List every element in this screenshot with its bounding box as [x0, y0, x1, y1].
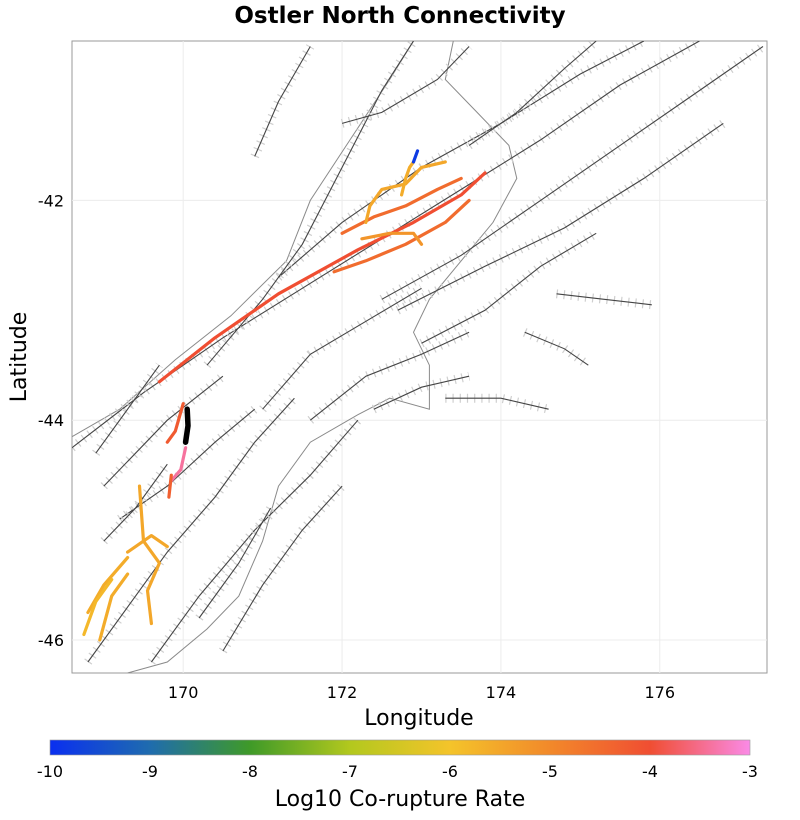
background-fault	[524, 331, 589, 366]
colorbar-tick-label: -4	[642, 762, 658, 781]
corupture-fault	[137, 484, 161, 626]
background-fault	[381, 46, 764, 300]
colorbar-label: Log10 Co-rupture Rate	[275, 787, 526, 812]
background-fault	[445, 397, 549, 410]
background-fault	[103, 375, 224, 487]
colorbar-ticks: -10 -9 -8 -7 -6 -5 -4 -3	[37, 762, 758, 781]
corupture-fault	[364, 160, 447, 224]
background-fault	[309, 331, 470, 421]
background-fault	[150, 419, 359, 663]
plot-area	[71, 40, 768, 674]
y-axis-label: Latitude	[7, 312, 32, 403]
source-fault	[182, 406, 191, 445]
y-tick-label: -44	[38, 411, 64, 430]
x-tick-label: 172	[327, 683, 358, 702]
colorbar-tick-label: -7	[342, 762, 358, 781]
corupture-fault	[82, 578, 114, 637]
background-fault	[262, 287, 422, 410]
y-tick-label: -42	[38, 191, 64, 210]
colorbar-tick-label: -6	[442, 762, 458, 781]
x-axis-label: Longitude	[364, 706, 473, 731]
colorbar-tick-label: -5	[542, 762, 558, 781]
corupture-fault	[126, 534, 169, 554]
background-fault	[556, 293, 652, 306]
background-fault	[373, 375, 470, 410]
corupture-fault	[340, 176, 463, 235]
colorbar-tick-label: -8	[242, 762, 258, 781]
background-fault	[341, 46, 470, 124]
y-tick-label: -46	[38, 631, 64, 650]
corupture-fault	[400, 160, 416, 197]
corupture-fault	[86, 556, 130, 615]
background-fault	[421, 232, 597, 344]
colorbar-tick-label: -9	[142, 762, 158, 781]
corupture-fault	[157, 171, 487, 384]
background-fault	[87, 397, 295, 663]
background-fault	[103, 463, 168, 542]
y-axis-ticks: -42 -44 -46	[38, 191, 64, 650]
background-fault	[95, 364, 160, 454]
chart-title: Ostler North Connectivity	[234, 3, 565, 29]
x-tick-label: 174	[486, 683, 517, 702]
coastline	[127, 41, 518, 673]
x-axis-ticks: 170 172 174 176	[168, 683, 675, 702]
corupture-fault	[165, 402, 185, 444]
plot-layer	[72, 41, 766, 673]
colorbar	[49, 739, 751, 756]
corupture-fault	[169, 446, 188, 483]
colorbar-tick-label: -3	[742, 762, 758, 781]
corupture-fault	[360, 231, 424, 246]
colorbar-tick-label: -10	[37, 762, 63, 781]
background-fault	[222, 485, 343, 652]
corupture-fault	[167, 473, 173, 499]
background-fault	[468, 41, 597, 146]
background-fault	[397, 122, 724, 311]
x-tick-label: 176	[644, 683, 675, 702]
x-tick-label: 170	[168, 683, 199, 702]
background-fault	[119, 408, 256, 520]
background-fault	[254, 46, 311, 157]
corupture-fault	[332, 198, 471, 274]
corupture-fault	[98, 572, 130, 642]
background-fault	[198, 507, 272, 619]
background-fault	[278, 41, 645, 278]
corupture-fault	[411, 149, 420, 164]
